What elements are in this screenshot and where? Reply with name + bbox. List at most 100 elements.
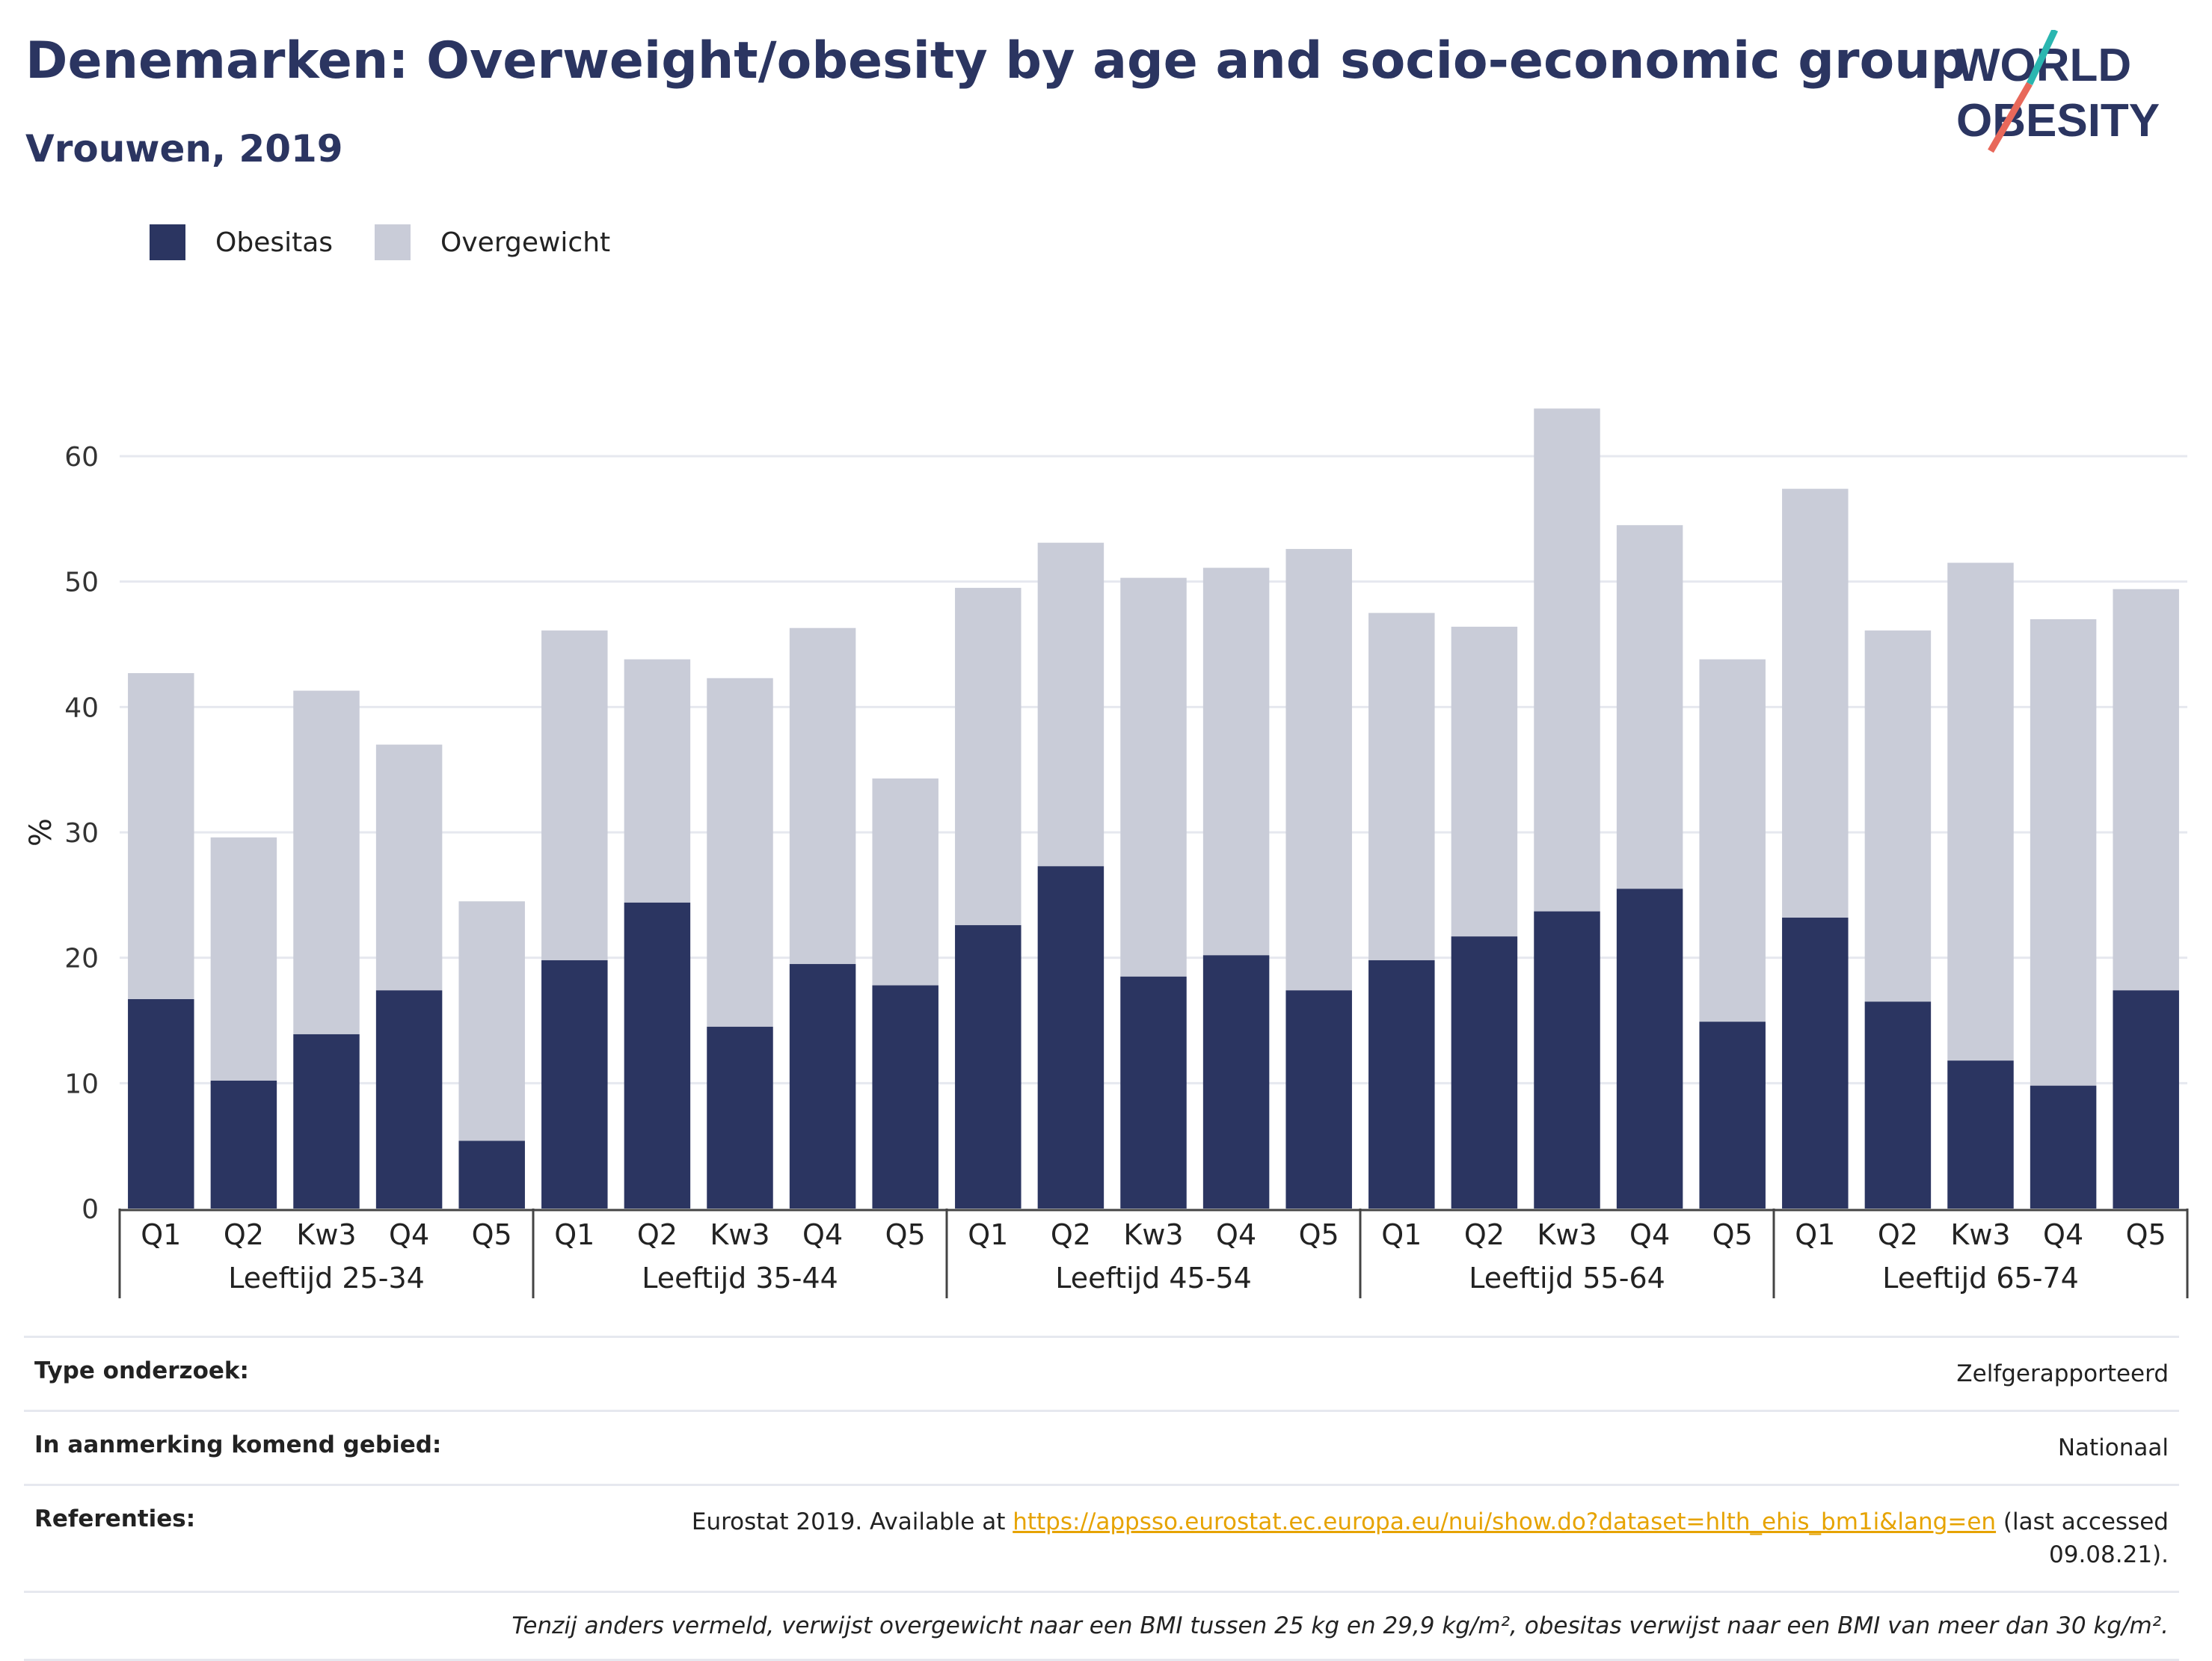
x-tick-label: Q2 [224,1218,264,1251]
references-label: Referenties: [34,1505,196,1532]
legend-label-obesity: Obesitas [215,227,334,258]
x-tick-label: Q1 [1381,1218,1422,1251]
references-prefix: Eurostat 2019. Available at [691,1508,1013,1535]
bar-obesity [210,1080,277,1209]
info-row-footnote: Tenzij anders vermeld, verwijst overgewi… [24,1591,2179,1661]
bar-obesity [1451,936,1518,1209]
bar-obesity [1368,960,1435,1209]
bar-overweight [707,678,773,1027]
bar-overweight [1616,525,1683,889]
bar-overweight [955,588,1021,926]
info-row-survey-type: Type onderzoek: Zelfgerapporteerd [24,1336,2179,1410]
y-tick-label: 50 [64,568,99,598]
x-tick-label: Q5 [885,1218,926,1251]
bar-overweight [1864,630,1932,1002]
x-tick-label: Q4 [389,1218,429,1251]
bar-obesity [1947,1060,2014,1209]
x-tick-label: Q2 [637,1218,678,1251]
bar-obesity [1534,911,1600,1209]
group-label: Leeftijd 25-34 [228,1262,425,1295]
info-row-area: In aanmerking komend gebied: Nationaal [24,1410,2179,1484]
bar-overweight [789,627,856,965]
bar-obesity [458,1140,525,1209]
bar-obesity [1202,955,1270,1209]
bar-overweight [1120,577,1187,977]
bar-overweight [210,837,277,1081]
bar-overweight [458,901,525,1141]
bar-overweight [872,778,938,986]
y-tick-label: 10 [64,1069,99,1099]
bar-overweight [375,744,443,991]
bar-obesity [541,960,608,1209]
legend-label-overweight: Overgewicht [440,227,611,258]
bar-overweight [2030,618,2097,1086]
x-tick-label: Q5 [1712,1218,1753,1251]
group-label: Leeftijd 65-74 [1882,1262,2079,1295]
y-tick-label: 60 [64,442,99,473]
bar-overweight [1534,408,1600,912]
legend-swatch-obesity [150,224,185,260]
area-value: Nationaal [2057,1434,2169,1461]
x-tick-label: Kw3 [1537,1218,1597,1251]
x-tick-label: Kw3 [296,1218,356,1251]
logo-slash-teal [2026,30,2059,85]
x-tick-label: Q1 [141,1218,181,1251]
info-row-references: Referenties: Eurostat 2019. Available at… [24,1484,2179,1591]
chart-legend: Obesitas Overgewicht [150,221,652,263]
legend-item-obesity[interactable]: Obesitas [150,224,333,260]
group-label: Leeftijd 45-54 [1055,1262,1252,1295]
references-suffix: (last accessed 09.08.21). [1996,1508,2169,1568]
bar-obesity [375,990,443,1209]
bar-overweight [1285,549,1352,991]
group-label: Leeftijd 35-44 [642,1262,838,1295]
y-tick-label: 0 [82,1194,99,1225]
legend-swatch-overweight [375,224,411,260]
bar-obesity [872,985,938,1209]
x-tick-label: Q2 [1051,1218,1091,1251]
stacked-bar-chart: 0 10 20 30 40 50 60% Q1 Q2 Kw3 Q4 Q5 Leeftijd 25-34 Q… [24,408,2189,1298]
chart-title: Denemarken: Overweight/obesity by age an… [25,31,1967,90]
world-obesity-logo: WORLD OBESITY [1956,30,2160,153]
logo-line2: OBESITY [1956,95,2160,147]
survey-type-label: Type onderzoek: [34,1357,249,1384]
bar-obesity [2113,990,2179,1209]
x-tick-label: Q1 [554,1218,595,1251]
references-link[interactable]: https://appsso.eurostat.ec.europa.eu/nui… [1013,1508,1997,1535]
bar-obesity [1120,976,1187,1209]
x-tick-label: Q1 [1795,1218,1835,1251]
bar-overweight [541,630,608,961]
bar-obesity [1037,866,1105,1209]
x-tick-label: Q1 [968,1218,1008,1251]
bar-obesity [1616,888,1683,1209]
x-tick-label: Q2 [1878,1218,1918,1251]
x-tick-label: Q2 [1464,1218,1505,1251]
bar-obesity [1864,1001,1932,1209]
x-tick-label: Q5 [472,1218,512,1251]
x-tick-label: Q5 [1299,1218,1339,1251]
bar-obesity [1699,1022,1766,1209]
bar-obesity [128,998,194,1209]
y-tick-label: 40 [64,693,99,723]
x-tick-label: Kw3 [1123,1218,1183,1251]
y-axis-title: % [24,818,58,847]
bar-overweight [293,690,360,1034]
bar-overweight [1451,627,1518,937]
references-value: Eurostat 2019. Available at https://apps… [673,1505,2169,1571]
bar-obesity [1285,990,1352,1209]
bar-obesity [955,925,1021,1209]
bar-overweight [2113,589,2179,991]
x-tick-label: Q5 [2126,1218,2166,1251]
x-tick-label: Q4 [1629,1218,1670,1251]
bar-obesity [789,964,856,1209]
x-tick-label: Kw3 [1950,1218,2010,1251]
bar-overweight [1368,612,1435,961]
x-tick-label: Kw3 [710,1218,769,1251]
legend-item-overweight[interactable]: Overgewicht [375,224,610,260]
bar-overweight [624,659,691,903]
y-tick-label: 20 [64,944,99,974]
logo-slash-red [1988,82,2033,153]
group-label: Leeftijd 55-64 [1469,1262,1665,1295]
footnote: Tenzij anders vermeld, verwijst overgewi… [511,1612,2169,1639]
bar-overweight [1037,542,1105,867]
info-table: Type onderzoek: Zelfgerapporteerd In aan… [24,1336,2179,1661]
